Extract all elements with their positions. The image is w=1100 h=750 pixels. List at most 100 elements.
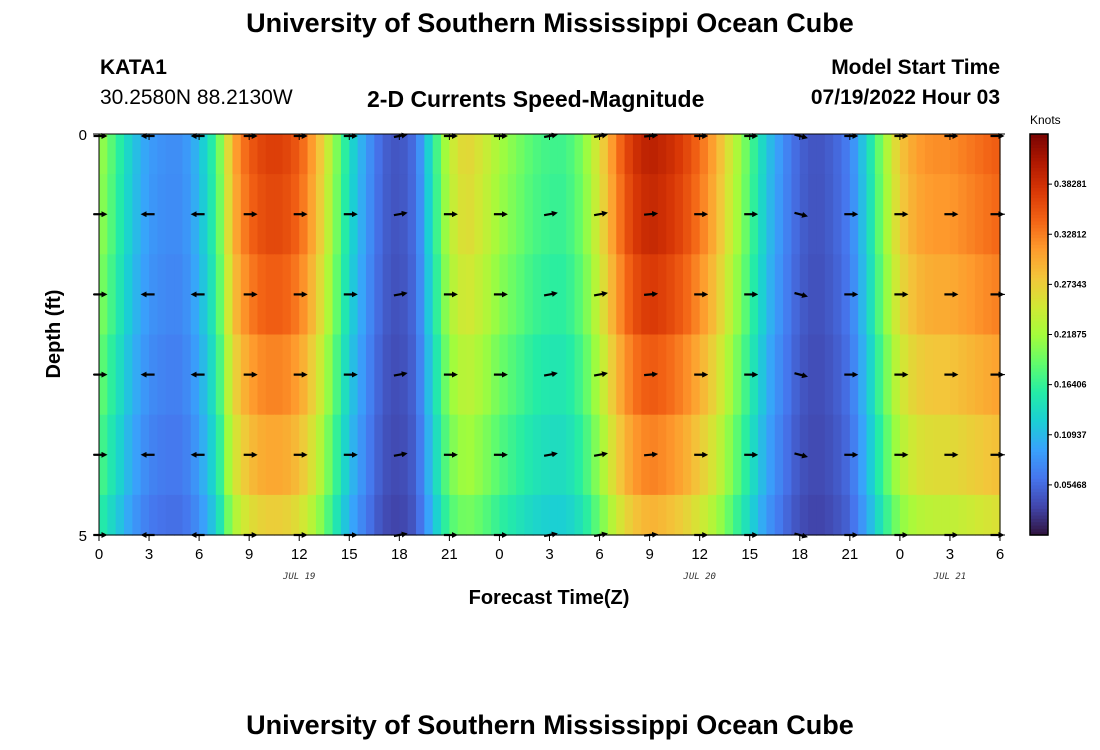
second-chart-title: University of Southern Mississippi Ocean… (246, 710, 854, 740)
heatmap-cell (657, 174, 667, 255)
heatmap-cell (516, 334, 526, 416)
colorbar-segment (1030, 180, 1048, 185)
heatmap-cell (532, 334, 542, 416)
colorbar-segment (1030, 491, 1048, 496)
heatmap-cell (257, 134, 267, 175)
heatmap-cell (824, 254, 834, 336)
heatmap-cell (482, 494, 492, 536)
heatmap-cell (224, 134, 234, 175)
colorbar-tick-label: 0.32812 (1054, 229, 1087, 239)
colorbar-segment (1030, 144, 1048, 148)
heatmap-cell (966, 134, 976, 175)
x-tick-label: 0 (95, 546, 103, 563)
heatmap-cell (257, 494, 267, 536)
heatmap-cell (182, 134, 192, 175)
heatmap-cell (416, 494, 425, 536)
heatmap-cell (808, 494, 818, 536)
heatmap-cell (624, 334, 634, 416)
heatmap-cell (716, 134, 726, 175)
heatmap-cell (574, 134, 584, 175)
heatmap-cell (824, 494, 834, 536)
heatmap-cell (507, 134, 517, 175)
colorbar-tick-label: 0.16406 (1054, 380, 1087, 390)
heatmap-cell (607, 334, 617, 416)
heatmap-cell (140, 134, 150, 175)
heatmap-cell (724, 134, 734, 175)
heatmap-cell (532, 414, 542, 496)
heatmap-cell (666, 414, 676, 496)
heatmap-cell (307, 174, 317, 255)
heatmap-cell (733, 134, 742, 175)
heatmap-cell (232, 334, 242, 416)
heatmap-cell (174, 134, 184, 175)
heatmap-cell (574, 254, 584, 336)
heatmap-cell (958, 254, 968, 336)
x-tick-label: 0 (896, 546, 904, 563)
colorbar-segment (1030, 234, 1048, 239)
heatmap-cell (766, 254, 776, 336)
heatmap-cell (215, 174, 225, 255)
heatmap-cell (924, 494, 934, 536)
heatmap-cell (591, 494, 601, 536)
heatmap-cell (958, 134, 968, 175)
heatmap-cell (374, 174, 384, 255)
heatmap-cell (532, 134, 542, 175)
heatmap-cell (107, 134, 117, 175)
heatmap-cell (666, 494, 676, 536)
heatmap-cell (833, 494, 843, 536)
station-id: KATA1 (100, 56, 167, 79)
heatmap-cell (399, 494, 409, 536)
heatmap-cell (858, 254, 868, 336)
colorbar-segment (1030, 304, 1048, 309)
heatmap-cell (190, 134, 200, 175)
heatmap-cell (816, 254, 826, 336)
heatmap-cell (741, 494, 751, 536)
heatmap-cell (257, 334, 267, 416)
heatmap-cell (974, 254, 984, 336)
heatmap-cell (557, 134, 567, 175)
heatmap-cell (190, 494, 200, 536)
heatmap-cell (516, 254, 526, 336)
heatmap-cell (466, 414, 476, 496)
heatmap-cell (682, 414, 692, 496)
heatmap-cell (799, 494, 809, 536)
heatmap-cell (115, 174, 125, 255)
colorbar-segment (1030, 528, 1048, 533)
heatmap-cell (374, 494, 384, 536)
heatmap-cell (724, 334, 734, 416)
heatmap-cell (382, 334, 392, 416)
colorbar-tick-label: 0.27343 (1054, 279, 1087, 289)
heatmap-cell (983, 334, 993, 416)
heatmap-cell (657, 414, 667, 496)
colorbar-segment (1030, 281, 1048, 285)
heatmap-cell (941, 134, 951, 175)
heatmap-cell (407, 334, 417, 416)
heatmap-cell (541, 134, 551, 175)
heatmap-cell (332, 494, 342, 536)
heatmap-cell (407, 414, 417, 496)
model-start-label: Model Start Time (831, 56, 1000, 79)
heatmap-cell (215, 254, 225, 336)
heatmap-cell (916, 134, 926, 175)
heatmap-cell (274, 134, 284, 175)
colorbar-segment (1030, 167, 1048, 172)
colorbar-segment (1030, 137, 1048, 142)
heatmap-cell (224, 334, 234, 416)
heatmap-cell (340, 134, 350, 175)
heatmap-cell (674, 174, 684, 255)
heatmap-cell (290, 494, 300, 536)
current-arrow (543, 290, 558, 297)
colorbar-segment (1030, 441, 1048, 446)
heatmap-cell (390, 494, 400, 536)
heatmap-cell (374, 334, 384, 416)
heatmap-cell (674, 254, 684, 336)
colorbar-tick-label: 0.21875 (1054, 330, 1087, 340)
heatmap-cell (282, 494, 292, 536)
heatmap-cell (324, 414, 334, 496)
heatmap-cell (457, 254, 467, 336)
heatmap-cell (474, 334, 484, 416)
heatmap-cell (908, 134, 918, 175)
current-arrow (593, 290, 608, 297)
heatmap-cell (641, 134, 651, 175)
heatmap-cell (774, 254, 784, 336)
